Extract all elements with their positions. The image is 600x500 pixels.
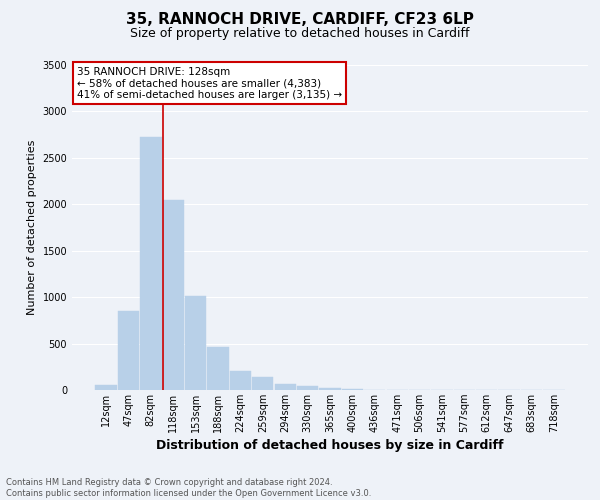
Bar <box>230 370 251 390</box>
Y-axis label: Number of detached properties: Number of detached properties <box>27 140 37 315</box>
X-axis label: Distribution of detached houses by size in Cardiff: Distribution of detached houses by size … <box>156 439 504 452</box>
Bar <box>208 348 229 390</box>
Bar <box>319 388 341 390</box>
Bar <box>185 296 206 390</box>
Text: 35, RANNOCH DRIVE, CARDIFF, CF23 6LP: 35, RANNOCH DRIVE, CARDIFF, CF23 6LP <box>126 12 474 28</box>
Text: 35 RANNOCH DRIVE: 128sqm
← 58% of detached houses are smaller (4,383)
41% of sem: 35 RANNOCH DRIVE: 128sqm ← 58% of detach… <box>77 66 342 100</box>
Bar <box>275 384 296 390</box>
Bar <box>118 310 139 390</box>
Text: Contains HM Land Registry data © Crown copyright and database right 2024.
Contai: Contains HM Land Registry data © Crown c… <box>6 478 371 498</box>
Bar <box>95 386 117 390</box>
Bar <box>252 378 274 390</box>
Bar <box>163 200 184 390</box>
Bar <box>297 386 318 390</box>
Bar <box>342 389 363 390</box>
Text: Size of property relative to detached houses in Cardiff: Size of property relative to detached ho… <box>130 28 470 40</box>
Bar <box>140 138 161 390</box>
